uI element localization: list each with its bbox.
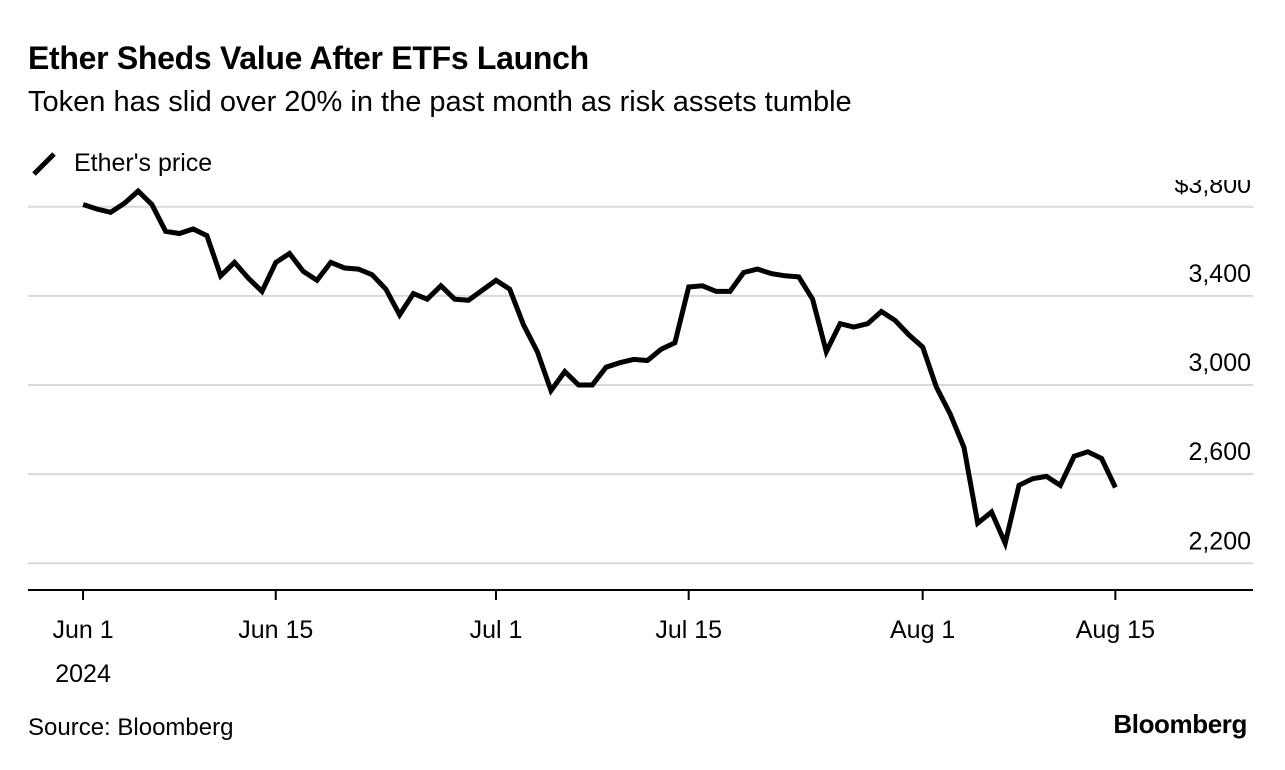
x-tick-sublabel: 2024 bbox=[55, 660, 111, 688]
x-tick-label: Jun 1 bbox=[52, 616, 113, 644]
x-tick-label: Jul 15 bbox=[655, 616, 722, 644]
legend-label: Ether's price bbox=[74, 148, 213, 177]
y-tick-label: $3,800 bbox=[1175, 180, 1251, 199]
x-tick-label: Aug 1 bbox=[890, 616, 955, 644]
legend: Ether's price bbox=[28, 146, 212, 180]
x-tick-label: Jul 1 bbox=[470, 616, 523, 644]
series-line-ether-price bbox=[82, 187, 1118, 552]
chart-title: Ether Sheds Value After ETFs Launch bbox=[28, 40, 589, 76]
bloomberg-logo: Bloomberg bbox=[1113, 709, 1247, 739]
y-tick-label: 2,600 bbox=[1188, 438, 1251, 466]
y-tick-label: 2,200 bbox=[1188, 527, 1251, 555]
source-note: Source: Bloomberg bbox=[28, 714, 234, 741]
y-tick-label: 3,400 bbox=[1188, 260, 1251, 288]
x-tick-label: Aug 15 bbox=[1076, 616, 1155, 644]
price-chart: $3,800 3,400 3,000 2,600 2,200 Jun 1 2024 Jun 1… bbox=[28, 180, 1253, 688]
legend-line-icon bbox=[32, 152, 56, 176]
y-tick-label: 3,000 bbox=[1188, 349, 1251, 377]
x-tick-label: Jun 15 bbox=[238, 616, 313, 644]
chart-subtitle: Token has slid over 20% in the past mont… bbox=[28, 86, 852, 118]
